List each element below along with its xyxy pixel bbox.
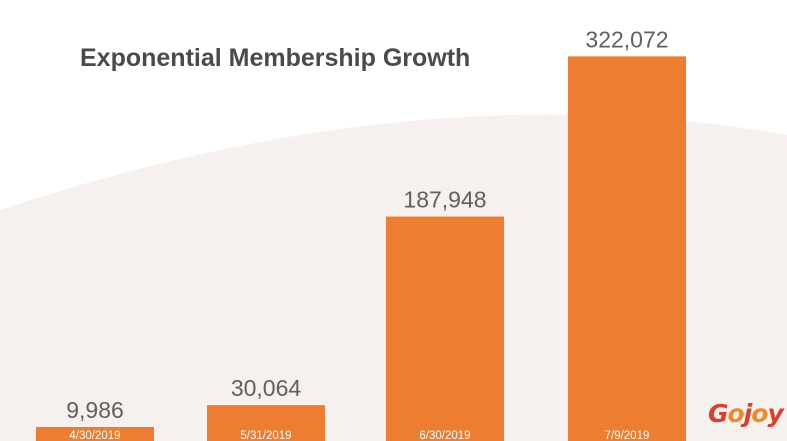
bar <box>568 56 686 441</box>
category-label: 6/30/2019 <box>419 430 470 441</box>
category-label: 4/30/2019 <box>69 430 120 441</box>
bar <box>36 427 154 441</box>
logo-letter: o <box>751 399 768 428</box>
data-label: 187,948 <box>403 187 486 213</box>
bar <box>207 405 325 441</box>
gojoy-logo: Gojoy <box>708 399 784 428</box>
logo-letter: G <box>708 399 729 428</box>
category-label: 5/31/2019 <box>240 430 291 441</box>
data-label: 30,064 <box>231 375 302 401</box>
category-label: 7/9/2019 <box>605 430 650 441</box>
logo-letter: o <box>727 399 745 428</box>
logo-letter: j <box>743 399 753 428</box>
bar <box>386 216 504 441</box>
data-label: 322,072 <box>585 26 668 52</box>
chart-title: Exponential Membership Growth <box>80 44 471 72</box>
logo-letter: y <box>767 399 783 428</box>
data-label: 9,986 <box>66 397 124 423</box>
